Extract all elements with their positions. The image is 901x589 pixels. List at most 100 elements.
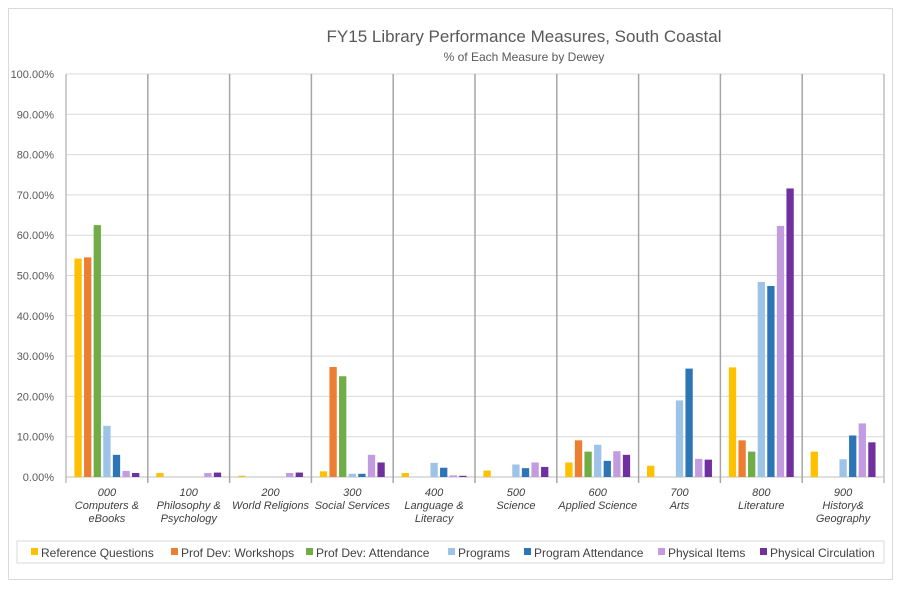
bar-physical-circulation-500	[541, 466, 549, 477]
bar-prof-dev-attendance-300	[339, 376, 347, 477]
x-category-label: 100	[180, 487, 199, 499]
y-tick-label: 70.00%	[17, 190, 55, 202]
bar-physical-items-100	[204, 472, 212, 477]
x-category-label: Language &	[404, 500, 463, 512]
bar-program-attendance-300	[358, 473, 366, 477]
x-category-label: World Religions	[232, 500, 310, 512]
bar-programs-300	[348, 473, 356, 477]
x-category-label: 800	[752, 487, 771, 499]
bar-physical-circulation-800	[786, 188, 794, 477]
y-tick-label: 40.00%	[17, 311, 55, 323]
bar-programs-700	[675, 400, 684, 477]
legend-swatch	[31, 548, 38, 555]
x-category-label: Literacy	[415, 513, 455, 525]
bar-program-attendance-700	[685, 368, 693, 477]
x-category-label: 600	[589, 487, 608, 499]
bar-reference-questions-900	[810, 451, 818, 477]
x-category-label: Computers &	[75, 500, 139, 512]
x-category-label: 900	[834, 487, 853, 499]
bar-programs-900	[839, 459, 847, 477]
legend-label: Programs	[458, 546, 510, 560]
bar-programs-800	[757, 281, 765, 477]
x-category-label: Applied Science	[557, 500, 637, 512]
bar-prof-dev-workshops-600	[574, 440, 583, 477]
x-category-label: 400	[425, 487, 444, 499]
chart-subtitle: % of Each Measure by Dewey	[444, 50, 605, 64]
bar-programs-500	[512, 464, 520, 477]
legend-swatch	[171, 548, 178, 555]
bar-reference-questions-100	[156, 472, 164, 477]
x-category-label: 000	[98, 487, 117, 499]
x-category-label: 300	[343, 487, 362, 499]
x-category-label: Psychology	[161, 513, 219, 525]
legend-label: Program Attendance	[534, 546, 644, 560]
legend-label: Prof Dev: Workshops	[181, 546, 294, 560]
y-axis-tick-labels: 0.00% 10.00% 20.00% 30.00% 40.00% 50.00% 60.00…	[11, 69, 55, 484]
legend-label: Prof Dev: Attendance	[316, 546, 430, 560]
bar-physical-circulation-900	[868, 442, 876, 477]
category-separators	[65, 74, 885, 483]
bar-physical-items-500	[531, 462, 539, 477]
bar-program-attendance-600	[603, 460, 611, 477]
y-tick-label: 20.00%	[17, 391, 55, 403]
bars	[74, 188, 876, 477]
y-tick-label: 80.00%	[17, 150, 55, 162]
x-category-label: Social Services	[315, 500, 391, 512]
bar-physical-items-800	[776, 225, 785, 477]
y-tick-label: 30.00%	[17, 351, 55, 363]
x-category-label: Geography	[816, 513, 872, 525]
bar-program-attendance-000	[112, 454, 121, 477]
bar-prof-dev-attendance-000	[93, 225, 101, 477]
legend-swatch	[760, 548, 767, 555]
y-tick-label: 0.00%	[23, 472, 54, 484]
legend-swatch	[524, 548, 531, 555]
legend-swatch	[306, 548, 313, 555]
bar-reference-questions-700	[647, 465, 655, 477]
bar-prof-dev-attendance-800	[748, 451, 756, 477]
chart-frame	[8, 8, 893, 580]
bar-prof-dev-workshops-000	[84, 257, 92, 477]
bar-reference-questions-000	[74, 258, 82, 477]
bar-program-attendance-900	[849, 435, 857, 477]
bar-programs-000	[103, 425, 111, 477]
bar-reference-questions-400	[401, 472, 409, 477]
y-tick-label: 60.00%	[17, 230, 55, 242]
bar-reference-questions-300	[319, 471, 328, 477]
legend-label: Physical Items	[668, 546, 745, 560]
bar-prof-dev-attendance-600	[584, 451, 592, 477]
y-tick-label: 100.00%	[11, 69, 55, 81]
bar-programs-600	[594, 444, 602, 477]
bar-physical-circulation-300	[377, 462, 385, 477]
bar-physical-items-200	[286, 472, 294, 477]
legend-swatch	[448, 548, 455, 555]
x-category-label: eBooks	[89, 513, 126, 525]
bar-programs-400	[430, 462, 438, 477]
bar-prof-dev-workshops-800	[738, 440, 746, 477]
bar-reference-questions-800	[728, 367, 737, 477]
bar-physical-circulation-100	[213, 472, 222, 477]
bar-reference-questions-200	[238, 475, 246, 477]
x-category-label: Philosophy &	[157, 500, 221, 512]
bar-program-attendance-500	[521, 468, 530, 477]
legend-label: Physical Circulation	[770, 546, 875, 560]
bar-physical-circulation-400	[459, 475, 467, 477]
bar-prof-dev-workshops-300	[329, 366, 337, 477]
bar-reference-questions-500	[483, 470, 491, 477]
bar-physical-circulation-200	[295, 472, 303, 477]
x-category-label: 200	[260, 487, 280, 499]
bar-physical-circulation-600	[622, 454, 631, 477]
y-tick-label: 90.00%	[17, 109, 55, 121]
x-category-label: 700	[670, 487, 689, 499]
legend-label: Reference Questions	[41, 546, 154, 560]
y-tick-label: 10.00%	[17, 432, 55, 444]
bar-physical-items-600	[613, 451, 621, 477]
bar-reference-questions-600	[565, 462, 573, 477]
x-category-label: History&	[822, 500, 864, 512]
bar-physical-circulation-700	[704, 459, 712, 477]
bar-physical-circulation-000	[132, 472, 140, 477]
x-category-label: Literature	[738, 500, 784, 512]
chart-title: FY15 Library Performance Measures, South…	[327, 27, 722, 46]
bar-physical-items-400	[449, 475, 457, 477]
